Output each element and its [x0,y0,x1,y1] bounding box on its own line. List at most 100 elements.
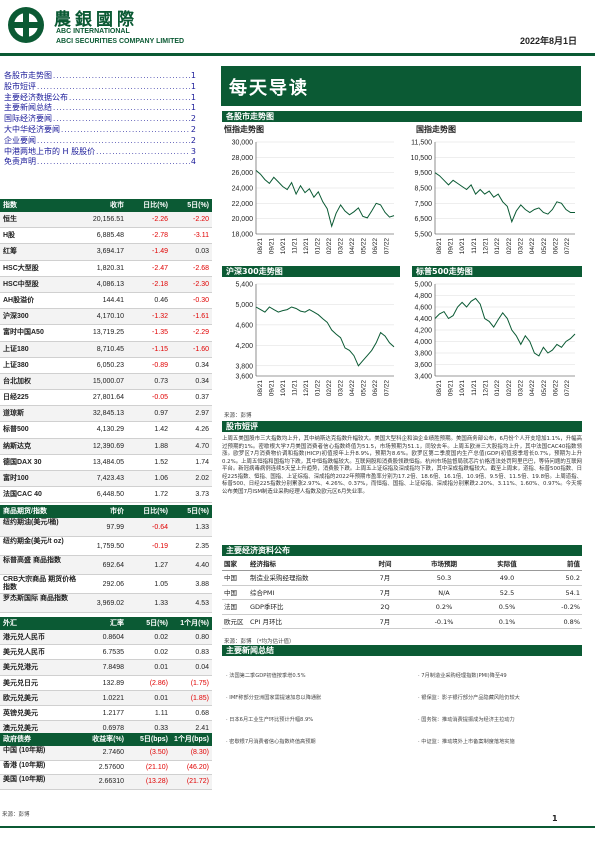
y-tick-label: 24,000 [232,186,254,193]
header-cell: 5日(%) [146,620,168,627]
toc-page: 1 [190,81,196,91]
eco-cell: 49.0 [499,574,515,582]
table-row: 美元兑日元 132.89 (2.86) (1.75) [0,676,212,691]
cell-value: 0.73 [154,377,168,385]
cell-value: 4.70 [195,442,209,450]
eco-source: 来源：彭博 （*均为估计值） [224,639,295,645]
news-item: · 中证监：推动境外上市备案制度落地实施 [418,739,515,745]
table-row: AH股溢价 144.41 0.46 -0.30 [0,293,212,310]
x-tick-label: 02/22 [506,380,513,397]
toc-page: 2 [190,124,196,134]
header-cell: 1个月(%) [180,620,209,627]
cell-value: 0.34 [195,361,209,369]
y-tick-label: 3,600 [235,374,253,381]
cell-value: -0.05 [152,394,168,402]
cell-value: (8.30) [190,749,209,756]
table-row: 上证380 6,050.23 -0.89 0.34 [0,358,212,374]
x-tick-label: 05/22 [541,238,548,255]
x-tick-label: 12/21 [303,238,310,255]
table-row: 香港 (10年期) 2.57600 (21.10) (46.20) [0,761,212,775]
abc-logo-icon [8,7,44,43]
chart-sp500: 5,000 4,800 4,600 4,400 4,200 4,000 3,800 3,600… [414,282,576,397]
footer-divider [0,826,595,828]
toc-label: 各股市走势图 [4,71,52,80]
cell-value: 4.40 [195,562,209,569]
toc-link[interactable]: 国际经济要闻 2 [4,114,196,125]
cell-value: (13.28) [145,778,168,785]
toc-link[interactable]: 各股市走势图 1 [4,71,196,82]
header-cell: 政府债券 [3,736,31,743]
cell-value: 132.89 [102,679,124,687]
table-row: CRB大宗商品 期货价格指数 292.06 1.05 3.88 [0,575,212,594]
header-cell: 5日(%) [187,508,209,515]
y-tick-label: 4,400 [414,316,432,323]
cell-value: (46.20) [186,763,209,771]
chart-hsi: 30,000 28,000 26,000 24,000 22,000 20,000 18,0… [232,140,395,255]
row-label: HSC大型股 [3,264,39,272]
row-label: 上证380 [3,361,29,369]
cell-value: 3.88 [195,581,209,588]
news-item: · 7月制造业采购经理指数(PMI)降至49 [418,673,507,679]
header-cell: 时间 [378,560,392,568]
table-row: 红筹 3,694.17 -1.49 0.03 [0,244,212,261]
cell-value: 1.42 [154,426,168,434]
x-tick-label: 09/21 [268,238,275,255]
row-label: 日经225 [3,394,29,402]
table-row: H股 6,885.48 -2.78 -3.11 [0,228,212,245]
cell-value: 8,710.45 [96,345,124,353]
cell-value: 0.37 [195,394,209,402]
eco-cell: 50.2 [565,574,580,582]
toc-link[interactable]: 大中华经济要闻 2 [4,125,196,136]
row-label: 纽约期油(美元/桶) [3,519,59,526]
toc-label: 大中华经济要闻 [4,124,60,134]
table-of-contents: 各股市走势图1股市短评1主要经济数据公布1主要新闻总结1国际经济要闻2大中华经济… [4,71,196,168]
eco-cell: CPI 月环比 [250,617,282,626]
cell-value: 4,170.10 [96,313,124,321]
cell-value: 0.83 [195,649,209,657]
toc-dots [69,93,190,104]
news-item: · 法国第二季GDP初值按季增0.5% [226,673,306,679]
cell-value: 2.41 [195,725,209,733]
cell-value: 0.04 [195,664,209,672]
x-tick-label: 07/22 [383,380,390,397]
cell-value: 1.05 [154,581,168,588]
row-label: 红筹 [3,248,17,256]
brand-name-en: ABC INTERNATIONAL [56,28,130,35]
toc-link[interactable]: 主要新闻总结 1 [4,103,196,114]
series-line [255,306,395,367]
eco-cell: 50.3 [436,574,452,582]
y-tick-label: 3,800 [414,351,432,358]
toc-link[interactable]: 企业要闻 2 [4,136,196,147]
cell-value: -2.47 [152,264,168,272]
x-tick-label: 02/22 [326,380,333,397]
cell-value: 6.7535 [102,649,124,657]
toc-link[interactable]: 主要经济数据公布 1 [4,93,196,104]
y-tick-label: 7,500 [414,201,432,208]
cell-value: 13,484.05 [92,458,124,466]
cell-value: 2.66310 [98,778,124,785]
toc-link[interactable]: 股市短评 1 [4,82,196,93]
report-date: 2022年8月1日 [519,36,577,46]
brand-subtitle-en: ABCI SECURITIES COMPANY LIMITED [56,38,185,45]
chart-source: 来源：彭博 [224,413,252,419]
x-tick-label: 04/22 [529,238,536,255]
cell-value: -1.15 [152,345,168,353]
toc-page: 4 [190,157,196,167]
x-tick-label: 12/21 [303,380,310,397]
cell-value: 0.6978 [102,725,124,733]
cell-value: 1.74 [195,458,209,466]
x-tick-label: 03/22 [518,238,525,255]
news-section-header: 主要新闻总结 [222,645,582,656]
x-tick-label: 05/22 [360,238,367,255]
cell-value: 97.99 [106,524,124,531]
row-label: 香港 (10年期) [3,761,46,769]
table-header: 政府债券 收益率(%) 5日(bps) 1个月(bps) [0,733,212,746]
table-row: 纽约期金(美元/t oz) 1,759.50 -0.19 2.35 [0,537,212,556]
cell-value: -0.64 [152,524,168,531]
toc-link[interactable]: 免责声明 4 [4,157,196,168]
cell-value: 4,086.13 [96,280,124,288]
cell-value: 1.27 [154,562,168,569]
toc-link[interactable]: 中港两地上市的 H 股股价 3 [4,147,196,158]
eco-cell: -0.1% [434,617,454,626]
toc-label: 国际经济要闻 [4,114,52,124]
